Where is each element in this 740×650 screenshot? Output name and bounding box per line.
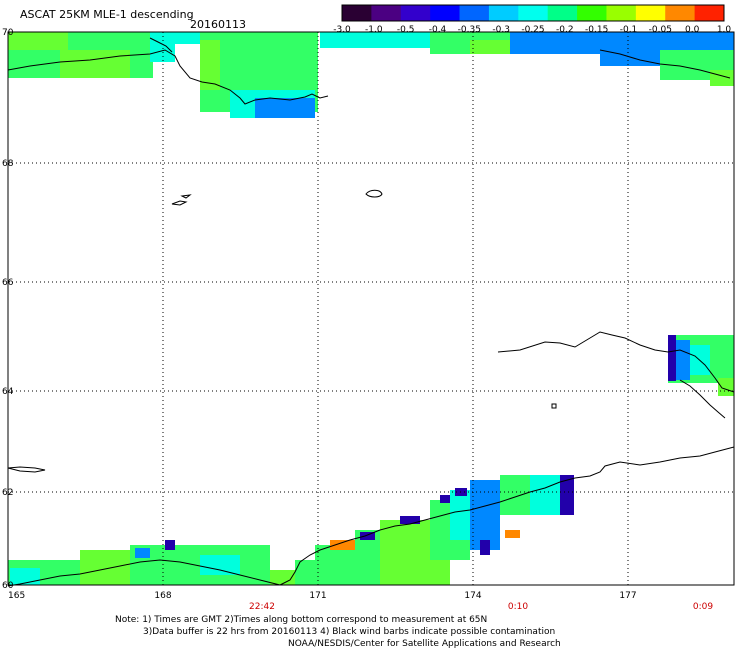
map-title: ASCAT 25KM MLE-1 descending <box>20 8 194 21</box>
colorbar-tick-label: -0.15 <box>585 25 608 35</box>
colorbar-swatch <box>342 5 372 21</box>
colorbar-swatch <box>635 5 666 21</box>
colorbar-tick-label: -0.5 <box>397 25 415 35</box>
norton-sound-coast <box>679 379 726 419</box>
colorbar-swatch <box>488 5 519 21</box>
note-line-1: Note: 1) Times are GMT 2)Times along bot… <box>115 615 488 625</box>
colorbar-tick-label: -0.25 <box>521 25 544 35</box>
seward-peninsula-coast <box>497 331 735 393</box>
alaska-northwest-coast <box>599 49 731 79</box>
swath-cell <box>165 540 175 550</box>
map-date: 20160113 <box>190 18 246 31</box>
colorbar-frame <box>341 4 725 22</box>
colorbar-swatch <box>518 5 549 21</box>
swath-cell <box>200 555 240 575</box>
colorbar-tick-label: -0.1 <box>620 25 638 35</box>
colorbar-tick-label: -3.0 <box>333 25 351 35</box>
swath-cell <box>360 532 375 540</box>
colorbar: -3.0 -1.0 -0.5 -0.4 -0.35 -0.3 -0.25 -0.2 -0.15 -… <box>333 4 732 35</box>
colorbar-tick-label: -0.2 <box>556 25 574 35</box>
map-frame <box>7 31 735 586</box>
latitude-label: 60 <box>2 581 14 591</box>
swath-cell <box>200 40 220 90</box>
swath-cell <box>270 570 295 585</box>
island-1 <box>171 200 188 206</box>
small-island <box>551 403 557 409</box>
longitude-label: 177 <box>619 591 636 601</box>
colorbar-swatch <box>547 5 578 21</box>
colorbar-swatch <box>371 5 402 21</box>
colorbar-swatch <box>606 5 637 21</box>
longitude-label: 168 <box>154 591 171 601</box>
colorbar-swatch <box>665 5 696 21</box>
coastline-layer <box>7 37 735 587</box>
colorbar-tick-label: -0.05 <box>649 25 672 35</box>
swath-cell <box>560 475 574 515</box>
colorbar-swatch <box>400 5 431 21</box>
swath-cell <box>8 32 68 50</box>
longitude-label: 171 <box>309 591 326 601</box>
time-label: 0:09 <box>693 602 713 612</box>
colorbar-swatch <box>694 5 725 21</box>
longitude-label: 165 <box>8 591 25 601</box>
swath-cell <box>710 70 734 86</box>
swath-cell <box>718 378 734 396</box>
time-label: 22:42 <box>249 602 275 612</box>
time-label: 0:10 <box>508 602 528 612</box>
colorbar-swatch <box>430 5 461 21</box>
swath-cell <box>440 495 452 503</box>
colorbar-tick-label: -0.35 <box>458 25 481 35</box>
notes-block: Note: 1) Times are GMT 2)Times along bot… <box>115 614 561 650</box>
yukon-delta-coast <box>279 446 735 586</box>
swath-cell <box>676 340 690 380</box>
note-line-3: NOAA/NESDIS/Center for Satellite Applica… <box>288 639 561 649</box>
colorbar-tick-label: 1.0 <box>717 25 732 35</box>
grid-layer <box>8 32 734 585</box>
longitude-label: 174 <box>464 591 481 601</box>
swath-cell <box>668 335 676 381</box>
swath-cell <box>330 540 355 550</box>
southwest-coast <box>7 559 281 587</box>
swath-cell <box>480 540 490 555</box>
swath-cell <box>135 548 150 558</box>
siberia-coast-west <box>149 37 173 53</box>
swath-cell <box>510 32 600 54</box>
colorbar-swatch <box>459 5 490 21</box>
st-lawrence-island <box>7 466 46 473</box>
swath-cell <box>60 50 130 78</box>
siberia-north-coast <box>7 49 329 105</box>
swath-layer <box>8 32 734 585</box>
swath-cell <box>505 530 520 538</box>
colorbar-tick-label: -1.0 <box>365 25 383 35</box>
swath-cell <box>255 98 315 118</box>
colorbar-tick-label: -0.3 <box>492 25 510 35</box>
colorbar-swatch <box>577 5 607 21</box>
colorbar-tick-label: -0.4 <box>429 25 447 35</box>
swath-cell <box>175 32 205 44</box>
colorbar-tick-label: 0.0 <box>685 25 700 35</box>
island-3 <box>365 189 383 198</box>
swath-cell <box>400 516 420 524</box>
island-2 <box>180 194 192 199</box>
note-line-2: 3)Data buffer is 22 hrs from 20160113 4)… <box>143 627 556 637</box>
swath-cell <box>470 480 500 550</box>
swath-cell <box>10 568 40 585</box>
